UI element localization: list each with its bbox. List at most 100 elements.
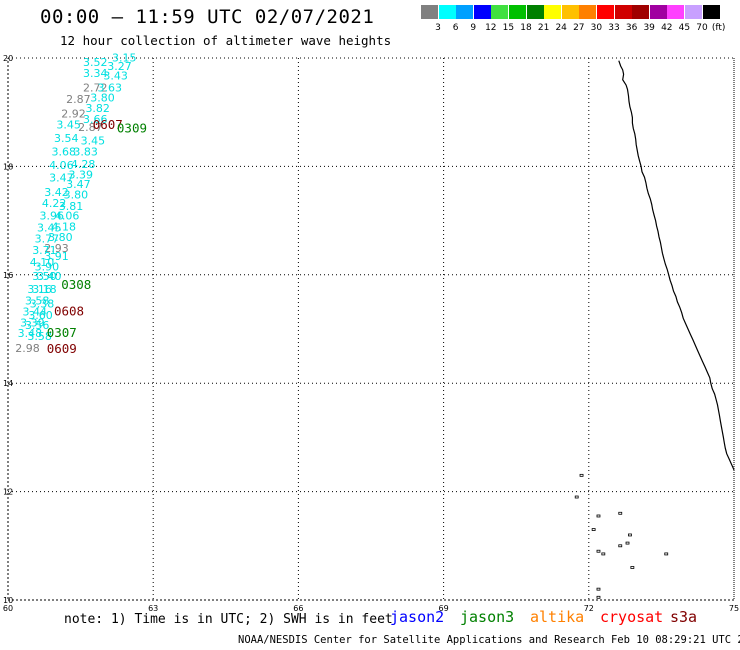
wave-height-value: 4.18 [52,220,76,233]
wave-height-value: 2.87 [66,93,91,106]
island [596,549,601,553]
island [601,552,606,556]
wave-height-value: 3.45 [37,221,62,234]
wave-height-value: 4.22 [42,197,67,210]
island [574,495,579,499]
legend-swatch [491,5,509,19]
pass-time-label: 0308 [61,277,91,292]
wave-height-value: 3.58 [27,330,52,343]
legend-label: 70 [696,23,708,33]
pass-time-label: 0307 [47,325,77,340]
map-grid [7,57,735,601]
wave-height-value: 2.72 [83,82,108,95]
lat-tick-label: 20 [3,54,13,63]
legend-swatch [667,5,685,19]
legend-label: 36 [625,23,638,33]
wave-height-value: 3.47 [49,172,74,185]
legend-swatch [421,5,438,19]
chart-title: 00:00 – 11:59 UTC 02/07/2021 [40,6,375,28]
legend-label: 45 [678,23,691,33]
wave-height-value: 3.45 [81,135,106,148]
wave-height-value: 2.87 [78,121,103,134]
footer-credit: NOAA/NESDIS Center for Satellite Applica… [238,634,740,646]
wave-height-value: 3.18 [32,283,57,296]
legend-label: 6 [452,23,459,33]
wave-height-value: 3.81 [59,200,84,213]
lon-tick-label: 66 [293,604,303,613]
wave-height-value: 3.43 [103,70,128,83]
pass-time-label: 0609 [47,341,77,356]
wave-height-value: 3.68 [52,146,76,159]
wave-height-value: 2.92 [61,108,86,121]
india-coastline [618,60,735,471]
observations-layer: 3.153.52 3.273.343.432.723.632.87 3.802.92… [15,51,136,355]
legend-label: 27 [573,23,585,33]
island [664,552,669,556]
legend-label: 18 [520,23,532,33]
wave-height-value: 3.42 [44,186,69,199]
island [630,566,635,569]
legend-label: 15 [502,23,515,33]
map-frame [7,57,735,601]
wave-height-value: 4.10 [30,256,54,269]
wave-height-value: 3.80 [64,188,89,201]
island [625,541,630,545]
island [618,544,623,548]
island [628,533,632,537]
lon-tick-label: 69 [439,604,449,613]
wave-height-value: 3.16 [27,283,52,296]
wave-height-value: 3.80 [90,91,115,104]
wave-height-value: 4.06 [49,159,74,172]
legend-swatch [632,5,650,19]
wave-height-value: 3.54 [54,132,78,145]
legend-swatch [579,5,597,19]
island [596,514,601,518]
wave-height-value: 2.93 [44,242,69,255]
wave-height-value: 3.52 [83,56,108,69]
wave-height-value: 3.60 [28,309,53,322]
legend-swatch [561,5,579,19]
wave-height-value: 3.83 [73,146,98,159]
wave-height-value: 3.50 [32,270,57,283]
lat-tick-label: 12 [3,488,13,497]
legend-unit: (ft) [711,23,726,33]
island [618,511,623,515]
legend-swatch [526,5,544,19]
legend-swatch [597,5,614,19]
wave-height-value: 3.82 [85,102,110,115]
lat-tick-label: 14 [3,379,13,388]
pass-time-label: 0608 [54,303,84,318]
wave-height-value: 3.34 [83,67,108,80]
lon-tick-label: 72 [584,604,594,613]
wave-height-value: 3.40 [37,270,62,283]
wave-height-value: 3.96 [39,210,64,223]
lat-tick-label: 16 [3,271,13,280]
wave-height-value: 3.80 [48,231,72,244]
pass-time-label: 0607 [93,117,123,132]
island [596,587,601,591]
legend-label: 30 [590,23,603,33]
satellite-s3a: s3a [670,608,698,626]
coastline [574,60,735,599]
lat-tick-label: 18 [3,162,13,171]
wave-height-value: 4.28 [71,158,96,171]
legend-swatch [614,5,632,19]
wave-height-value: 3.45 [56,118,81,131]
wave-height-value: 3.47 [66,178,91,191]
wave-height-value: 3.66 [83,113,108,126]
wave-height-value: 3.15 [112,51,137,64]
island [596,595,601,599]
legend-swatch [649,5,667,19]
legend-label: 3 [435,23,441,33]
wave-height-value: 3.48 [18,327,43,340]
wave-height-value: 3.27 [107,60,132,73]
wave-height-value: 3.39 [20,316,44,329]
legend-label: 33 [608,23,620,33]
wave-height-value: 3.39 [69,168,94,181]
wave-height-value: 3.38 [30,297,54,310]
legend-label: 21 [537,23,550,33]
legend-swatch [438,5,456,19]
legend-swatch [685,5,702,19]
